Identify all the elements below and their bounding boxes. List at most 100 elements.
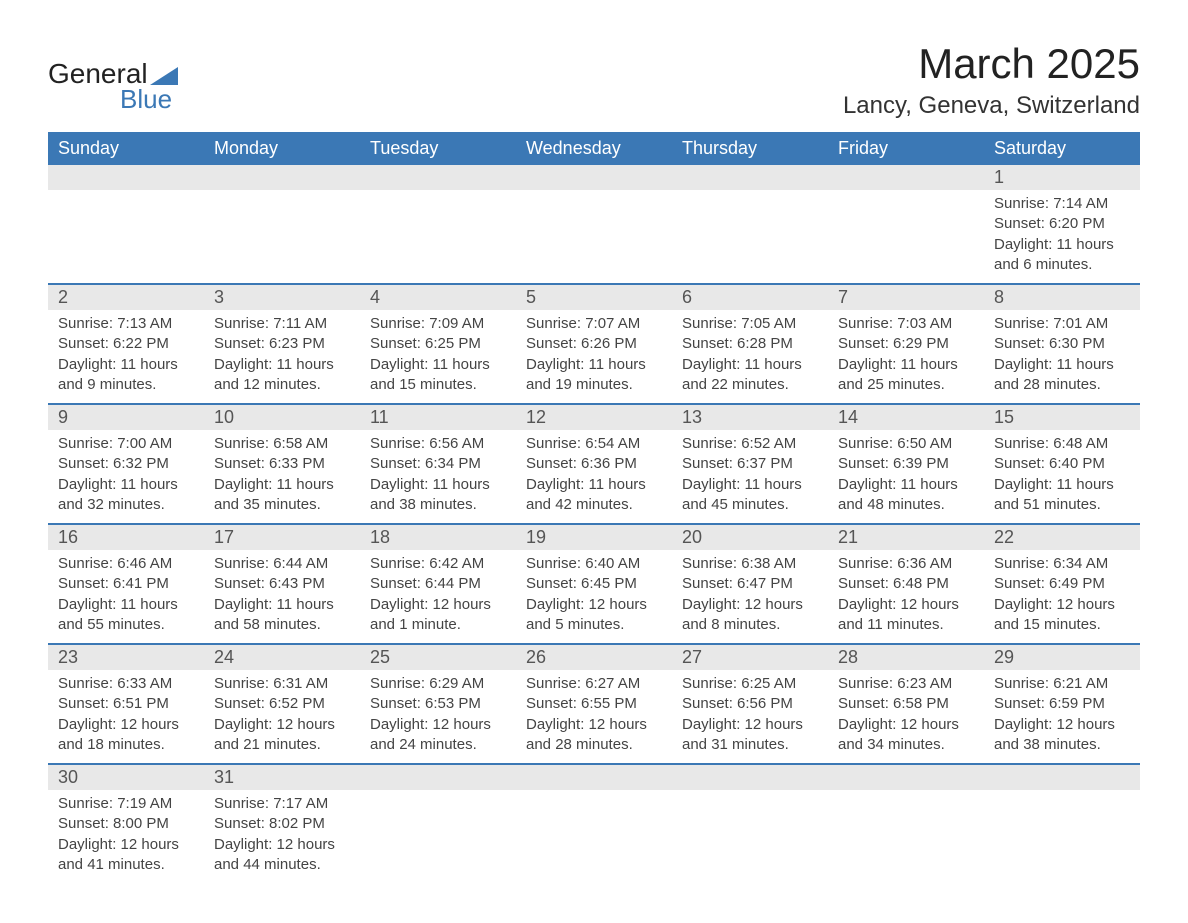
day-number: 12 [516, 405, 672, 430]
day-details: Sunrise: 6:21 AMSunset: 6:59 PMDaylight:… [984, 670, 1140, 763]
day-sunrise: Sunrise: 7:19 AM [58, 794, 194, 814]
day-day1: Daylight: 12 hours [370, 595, 506, 615]
calendar-cell [48, 165, 204, 284]
day-number: 28 [828, 645, 984, 670]
logo: General Blue [48, 58, 178, 115]
day-day2: and 55 minutes. [58, 615, 194, 635]
day-day1: Daylight: 12 hours [526, 715, 662, 735]
day-details [672, 190, 828, 210]
day-sunset: Sunset: 6:58 PM [838, 694, 974, 714]
day-day2: and 48 minutes. [838, 495, 974, 515]
day-details: Sunrise: 7:00 AMSunset: 6:32 PMDaylight:… [48, 430, 204, 523]
day-number: 30 [48, 765, 204, 790]
day-details [48, 190, 204, 210]
calendar-cell: 23Sunrise: 6:33 AMSunset: 6:51 PMDayligh… [48, 644, 204, 764]
day-details: Sunrise: 7:17 AMSunset: 8:02 PMDaylight:… [204, 790, 360, 883]
day-sunrise: Sunrise: 6:48 AM [994, 434, 1130, 454]
calendar-cell [516, 165, 672, 284]
day-number: 31 [204, 765, 360, 790]
day-day1: Daylight: 12 hours [58, 715, 194, 735]
day-details: Sunrise: 6:58 AMSunset: 6:33 PMDaylight:… [204, 430, 360, 523]
calendar-cell: 2Sunrise: 7:13 AMSunset: 6:22 PMDaylight… [48, 284, 204, 404]
day-sunrise: Sunrise: 7:14 AM [994, 194, 1130, 214]
calendar-cell: 21Sunrise: 6:36 AMSunset: 6:48 PMDayligh… [828, 524, 984, 644]
weekday-header-row: SundayMondayTuesdayWednesdayThursdayFrid… [48, 132, 1140, 165]
calendar-week-row: 16Sunrise: 6:46 AMSunset: 6:41 PMDayligh… [48, 524, 1140, 644]
day-details [360, 790, 516, 810]
day-details: Sunrise: 6:36 AMSunset: 6:48 PMDaylight:… [828, 550, 984, 643]
day-day2: and 8 minutes. [682, 615, 818, 635]
day-day1: Daylight: 11 hours [994, 235, 1130, 255]
day-sunrise: Sunrise: 7:09 AM [370, 314, 506, 334]
day-details: Sunrise: 7:01 AMSunset: 6:30 PMDaylight:… [984, 310, 1140, 403]
day-details [828, 190, 984, 210]
day-sunrise: Sunrise: 6:58 AM [214, 434, 350, 454]
calendar-cell: 13Sunrise: 6:52 AMSunset: 6:37 PMDayligh… [672, 404, 828, 524]
calendar-cell [672, 165, 828, 284]
header: General Blue March 2025 Lancy, Geneva, S… [48, 40, 1140, 120]
day-day1: Daylight: 12 hours [526, 595, 662, 615]
day-day1: Daylight: 11 hours [682, 355, 818, 375]
day-day2: and 25 minutes. [838, 375, 974, 395]
day-number: 17 [204, 525, 360, 550]
calendar-cell: 26Sunrise: 6:27 AMSunset: 6:55 PMDayligh… [516, 644, 672, 764]
day-day2: and 28 minutes. [526, 735, 662, 755]
day-day1: Daylight: 12 hours [838, 715, 974, 735]
day-day1: Daylight: 11 hours [214, 595, 350, 615]
day-day2: and 28 minutes. [994, 375, 1130, 395]
calendar-cell [828, 165, 984, 284]
calendar-cell: 3Sunrise: 7:11 AMSunset: 6:23 PMDaylight… [204, 284, 360, 404]
calendar-cell [204, 165, 360, 284]
day-day1: Daylight: 11 hours [682, 475, 818, 495]
day-sunset: Sunset: 6:28 PM [682, 334, 818, 354]
day-number: 15 [984, 405, 1140, 430]
day-number: 16 [48, 525, 204, 550]
day-details: Sunrise: 6:46 AMSunset: 6:41 PMDaylight:… [48, 550, 204, 643]
calendar-body: 1Sunrise: 7:14 AMSunset: 6:20 PMDaylight… [48, 165, 1140, 883]
day-sunset: Sunset: 6:49 PM [994, 574, 1130, 594]
day-day1: Daylight: 12 hours [214, 715, 350, 735]
calendar-cell: 31Sunrise: 7:17 AMSunset: 8:02 PMDayligh… [204, 764, 360, 883]
day-sunrise: Sunrise: 6:42 AM [370, 554, 506, 574]
day-sunrise: Sunrise: 6:50 AM [838, 434, 974, 454]
day-day1: Daylight: 11 hours [526, 355, 662, 375]
day-sunrise: Sunrise: 6:44 AM [214, 554, 350, 574]
calendar-cell: 22Sunrise: 6:34 AMSunset: 6:49 PMDayligh… [984, 524, 1140, 644]
day-day1: Daylight: 11 hours [58, 355, 194, 375]
calendar-cell [672, 764, 828, 883]
day-details: Sunrise: 7:13 AMSunset: 6:22 PMDaylight:… [48, 310, 204, 403]
calendar-cell: 17Sunrise: 6:44 AMSunset: 6:43 PMDayligh… [204, 524, 360, 644]
calendar-cell: 4 Sunrise: 7:09 AMSunset: 6:25 PMDaylight… [360, 284, 516, 404]
day-sunrise: Sunrise: 6:33 AM [58, 674, 194, 694]
day-sunrise: Sunrise: 6:25 AM [682, 674, 818, 694]
day-sunset: Sunset: 8:02 PM [214, 814, 350, 834]
day-sunrise: Sunrise: 7:11 AM [214, 314, 350, 334]
day-number: 19 [516, 525, 672, 550]
day-number: 23 [48, 645, 204, 670]
day-number: 6 [672, 285, 828, 310]
calendar-cell: 20Sunrise: 6:38 AMSunset: 6:47 PMDayligh… [672, 524, 828, 644]
day-day2: and 11 minutes. [838, 615, 974, 635]
day-sunset: Sunset: 6:25 PM [370, 334, 506, 354]
calendar-cell: 12Sunrise: 6:54 AMSunset: 6:36 PMDayligh… [516, 404, 672, 524]
day-sunrise: Sunrise: 6:54 AM [526, 434, 662, 454]
day-day1: Daylight: 12 hours [682, 715, 818, 735]
day-number: 13 [672, 405, 828, 430]
day-day1: Daylight: 11 hours [370, 355, 506, 375]
calendar-cell: 30Sunrise: 7:19 AMSunset: 8:00 PMDayligh… [48, 764, 204, 883]
day-details: Sunrise: 6:31 AMSunset: 6:52 PMDaylight:… [204, 670, 360, 763]
day-day2: and 21 minutes. [214, 735, 350, 755]
day-sunrise: Sunrise: 6:23 AM [838, 674, 974, 694]
calendar-cell [360, 165, 516, 284]
day-sunset: Sunset: 6:36 PM [526, 454, 662, 474]
day-number: 10 [204, 405, 360, 430]
day-number: 4 [360, 285, 516, 310]
day-day1: Daylight: 11 hours [58, 475, 194, 495]
day-sunrise: Sunrise: 6:36 AM [838, 554, 974, 574]
day-day2: and 6 minutes. [994, 255, 1130, 275]
day-number: 21 [828, 525, 984, 550]
calendar-week-row: 30Sunrise: 7:19 AMSunset: 8:00 PMDayligh… [48, 764, 1140, 883]
logo-line-1: General [48, 58, 178, 90]
calendar-cell: 28 Sunrise: 6:23 AMSunset: 6:58 PMDayligh… [828, 644, 984, 764]
day-details: Sunrise: 7:14 AMSunset: 6:20 PMDaylight:… [984, 190, 1140, 283]
